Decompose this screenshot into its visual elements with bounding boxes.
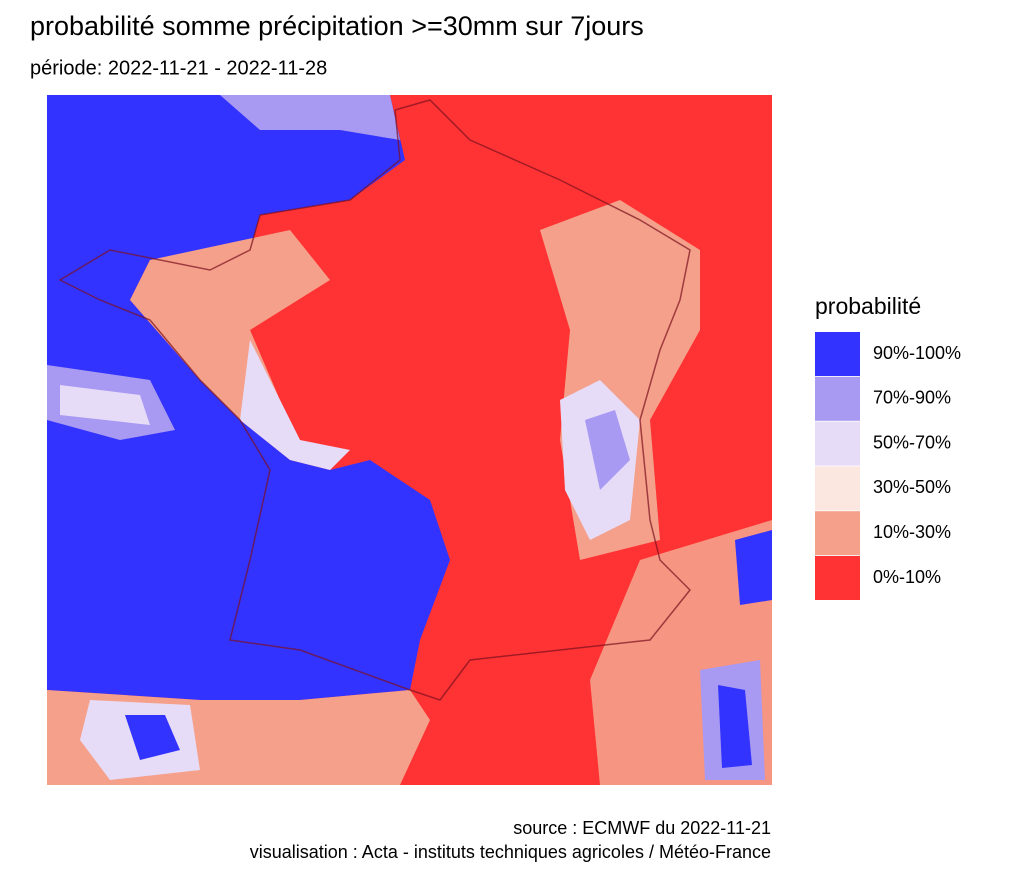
- legend-label: 70%-90%: [873, 388, 951, 408]
- region: [240, 340, 350, 470]
- region: [220, 95, 400, 140]
- map: [47, 95, 772, 785]
- caption-source: source : ECMWF du 2022-11-21: [513, 818, 771, 838]
- caption-credit: visualisation : Acta - instituts techniq…: [250, 842, 771, 862]
- region: [735, 530, 772, 605]
- region: [130, 230, 330, 440]
- legend: 90%-100% 70%-90% 50%-70% 30%-50% 10%-30% 0%-1…: [815, 332, 961, 600]
- legend-key: [815, 376, 860, 421]
- region: [47, 95, 450, 700]
- legend-key: [815, 421, 860, 466]
- legend-key: [815, 511, 860, 556]
- legend-label: 0%-10%: [873, 567, 941, 587]
- legend-label: 90%-100%: [873, 343, 961, 363]
- legend-title: probabilité: [815, 293, 921, 319]
- legend-label: 30%-50%: [873, 477, 951, 497]
- legend-label: 50%-70%: [873, 432, 951, 452]
- title: probabilité somme précipitation >=30mm s…: [30, 11, 644, 41]
- legend-key: [815, 556, 860, 600]
- region: [60, 385, 150, 425]
- legend-key: [815, 332, 860, 376]
- legend-key: [815, 466, 860, 511]
- legend-label: 10%-30%: [873, 522, 951, 542]
- region: [585, 410, 630, 490]
- region: [718, 685, 752, 768]
- france-outline: [58, 99, 692, 701]
- subtitle: période: 2022-11-21 - 2022-11-28: [30, 57, 327, 79]
- region: [125, 715, 180, 760]
